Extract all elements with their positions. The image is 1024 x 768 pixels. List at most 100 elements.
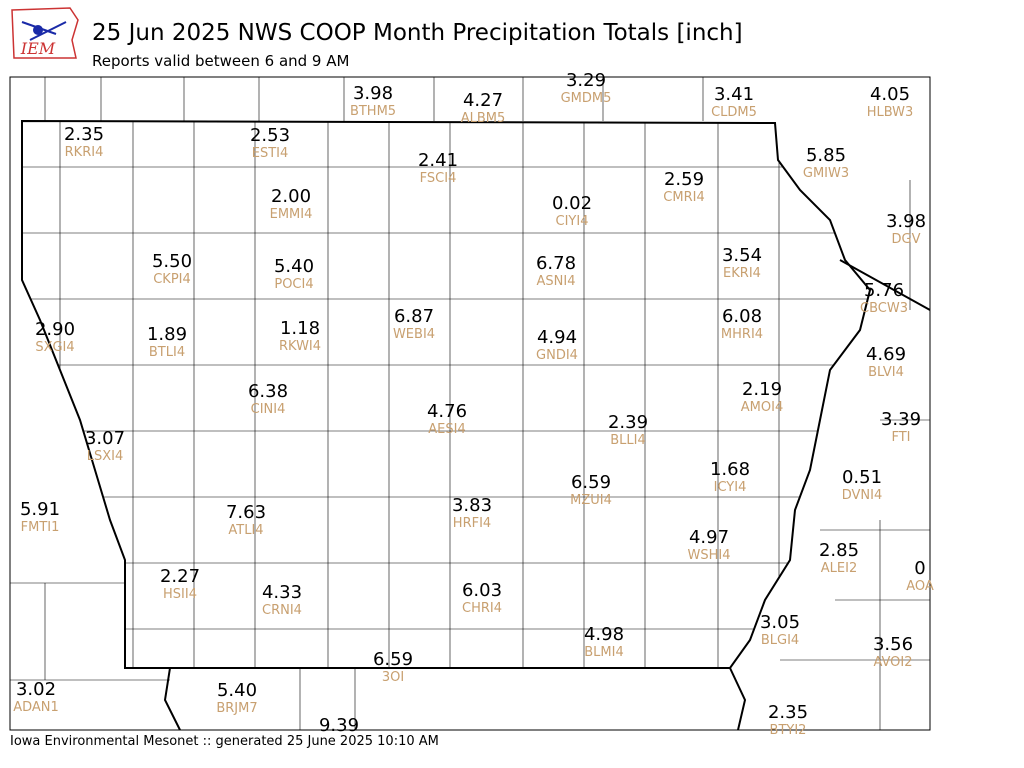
station-value: 3.02 xyxy=(16,679,56,700)
logo: IEM xyxy=(11,7,79,59)
station-value: 2.85 xyxy=(819,540,859,561)
station-id: EMMI4 xyxy=(270,207,313,222)
station-value: 4.97 xyxy=(689,527,729,548)
station-id: ATLI4 xyxy=(228,523,263,538)
station-id: MZUI4 xyxy=(570,493,612,508)
station-id: BTYI2 xyxy=(770,723,807,738)
station-id: AOA xyxy=(906,579,934,594)
station-id: BRJM7 xyxy=(216,701,257,716)
station-value: 5.76 xyxy=(864,280,904,301)
station-value: 4.05 xyxy=(870,84,910,105)
station-value: 2.35 xyxy=(768,702,808,723)
station-id: RKRI4 xyxy=(65,145,104,160)
map-frame xyxy=(9,76,931,731)
station-value: 2.41 xyxy=(418,150,458,171)
station-value: 0 xyxy=(914,558,925,579)
station-value: 0.51 xyxy=(842,467,882,488)
station-value: 4.33 xyxy=(262,582,302,603)
station-value: 1.89 xyxy=(147,324,187,345)
station-value: 2.27 xyxy=(160,566,200,587)
station-value: 4.94 xyxy=(537,327,577,348)
station-id: GMIW3 xyxy=(803,166,849,181)
station-value: 6.38 xyxy=(248,381,288,402)
station-value: 2.53 xyxy=(250,125,290,146)
station-value: 5.91 xyxy=(20,499,60,520)
station-value: 6.87 xyxy=(394,306,434,327)
station-value: 3.56 xyxy=(873,634,913,655)
station-value: 4.27 xyxy=(463,90,503,111)
station-value: 9.39 xyxy=(319,715,359,736)
station-id: CHRI4 xyxy=(462,601,502,616)
station-value: 3.54 xyxy=(722,245,762,266)
station-id: FMTI1 xyxy=(21,520,60,535)
station-value: 6.59 xyxy=(373,649,413,670)
station-value: 2.00 xyxy=(271,186,311,207)
title: 25 Jun 2025 NWS COOP Month Precipitation… xyxy=(92,20,743,46)
station-value: 5.50 xyxy=(152,251,192,272)
station-value: 2.39 xyxy=(608,412,648,433)
station-id: ESTI4 xyxy=(252,146,289,161)
station-id: FTI xyxy=(891,430,910,445)
station-value: 4.98 xyxy=(584,624,624,645)
station-id: CKPI4 xyxy=(153,272,191,287)
station-id: BLMI4 xyxy=(584,645,623,660)
station-value: 3.83 xyxy=(452,495,492,516)
station-value: 5.40 xyxy=(217,680,257,701)
state-border xyxy=(21,119,872,669)
station-id: HRFI4 xyxy=(453,516,491,531)
station-id: CINI4 xyxy=(251,402,286,417)
subtitle: Reports valid between 6 and 9 AM xyxy=(92,52,349,70)
station-value: 6.08 xyxy=(722,306,762,327)
station-id: EKRI4 xyxy=(723,266,761,281)
station-id: AMOI4 xyxy=(741,400,783,415)
station-value: 3.07 xyxy=(85,428,125,449)
station-value: 3.98 xyxy=(353,83,393,104)
station-id: WEBI4 xyxy=(393,327,435,342)
logo-text: IEM xyxy=(20,39,56,58)
station-id: AVOI2 xyxy=(873,655,912,670)
station-value: 6.78 xyxy=(536,253,576,274)
station-value: 6.03 xyxy=(462,580,502,601)
station-id: CMRI4 xyxy=(663,190,704,205)
station-id: CBCW3 xyxy=(860,301,908,316)
station-id: ALBM5 xyxy=(461,111,506,126)
station-value: 2.19 xyxy=(742,379,782,400)
station-value: 1.18 xyxy=(280,318,320,339)
station-id: BTLI4 xyxy=(149,345,185,360)
station-id: WSHI4 xyxy=(688,548,731,563)
station-id: DGV xyxy=(892,232,921,247)
station-id: RKWI4 xyxy=(279,339,321,354)
station-value: 2.90 xyxy=(35,319,75,340)
station-id: GNDI4 xyxy=(536,348,578,363)
footer: Iowa Environmental Mesonet :: generated … xyxy=(10,734,439,749)
station-value: 6.59 xyxy=(571,472,611,493)
station-id: ADAN1 xyxy=(13,700,59,715)
station-id: CLDM5 xyxy=(711,105,757,120)
station-id: BLGI4 xyxy=(761,633,799,648)
station-id: BLLI4 xyxy=(610,433,646,448)
station-id: LSXI4 xyxy=(87,449,124,464)
base-map xyxy=(10,77,930,730)
station-value: 3.29 xyxy=(566,70,606,91)
station-id: DVNI4 xyxy=(842,488,883,503)
station-id: SXGI4 xyxy=(35,340,74,355)
station-value: 1.68 xyxy=(710,459,750,480)
station-value: 4.69 xyxy=(866,344,906,365)
station-id: FSCI4 xyxy=(420,171,457,186)
station-value: 3.05 xyxy=(760,612,800,633)
station-id: HLBW3 xyxy=(867,105,914,120)
station-id: BTHM5 xyxy=(350,104,396,119)
station-id: GMDM5 xyxy=(561,91,612,106)
station-value: 0.02 xyxy=(552,193,592,214)
station-value: 3.39 xyxy=(881,409,921,430)
neighbor-lines xyxy=(10,77,930,730)
station-id: HSII4 xyxy=(163,587,197,602)
station-value: 2.59 xyxy=(664,169,704,190)
station-value: 4.76 xyxy=(427,401,467,422)
station-id: MHRI4 xyxy=(721,327,763,342)
station-id: CIYI4 xyxy=(556,214,589,229)
station-id: AESI4 xyxy=(428,422,465,437)
station-value: 5.85 xyxy=(806,145,846,166)
station-value: 3.41 xyxy=(714,84,754,105)
